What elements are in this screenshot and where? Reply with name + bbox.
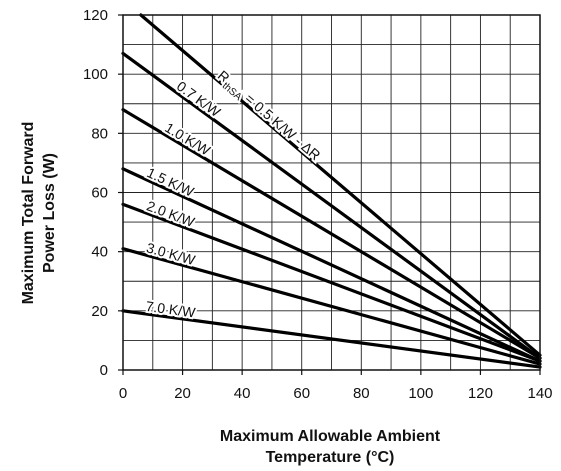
y-tick-label: 100 bbox=[83, 66, 108, 83]
y-tick-label: 80 bbox=[91, 125, 108, 142]
curve-label-text: RthSA = 0.5 K/W - ΔR bbox=[212, 67, 324, 166]
x-tick-label: 80 bbox=[353, 385, 370, 402]
x-tick-label: 100 bbox=[408, 385, 433, 402]
series-line-6 bbox=[121, 309, 542, 369]
x-tick-label: 20 bbox=[174, 385, 191, 402]
x-tick-label: 60 bbox=[293, 385, 310, 402]
curve-label-text: 0.7 K/W bbox=[174, 78, 224, 121]
x-axis-title-line1: Maximum Allowable Ambient bbox=[220, 428, 441, 445]
x-axis-title-line2: Temperature (°C) bbox=[266, 449, 395, 466]
y-tick-labels: 0 20 40 60 80 100 120 bbox=[83, 7, 123, 379]
y-tick-label: 120 bbox=[83, 7, 108, 24]
y-tick-label: 0 bbox=[100, 362, 108, 379]
y-axis-title-line2: Power Loss (W) bbox=[41, 153, 58, 273]
x-tick-label: 40 bbox=[234, 385, 251, 402]
curve-label-0: RthSA = 0.5 K/W - ΔR bbox=[212, 65, 326, 166]
x-tick-label: 0 bbox=[119, 385, 127, 402]
series-line-1 bbox=[121, 51, 542, 360]
x-tick-label: 140 bbox=[527, 385, 552, 402]
series-line-2 bbox=[121, 108, 542, 360]
x-tick-labels: 0 20 40 60 80 100 120 140 bbox=[119, 370, 553, 402]
curves bbox=[121, 13, 542, 369]
y-tick-label: 20 bbox=[91, 303, 108, 320]
y-axis-title-line1: Maximum Total Forward bbox=[20, 122, 37, 305]
series-line-5 bbox=[121, 247, 542, 366]
series-line-4 bbox=[121, 202, 542, 363]
y-tick-label: 40 bbox=[91, 244, 108, 261]
series-line-3 bbox=[121, 167, 542, 363]
curve-label-1: 0.7 K/W bbox=[172, 76, 226, 123]
x-tick-label: 120 bbox=[468, 385, 493, 402]
curve-labels: RthSA = 0.5 K/W - ΔR0.7 K/W1.0 K/W1.5 K/… bbox=[143, 65, 326, 322]
series-line-0 bbox=[139, 13, 542, 357]
y-tick-label: 60 bbox=[91, 185, 108, 202]
